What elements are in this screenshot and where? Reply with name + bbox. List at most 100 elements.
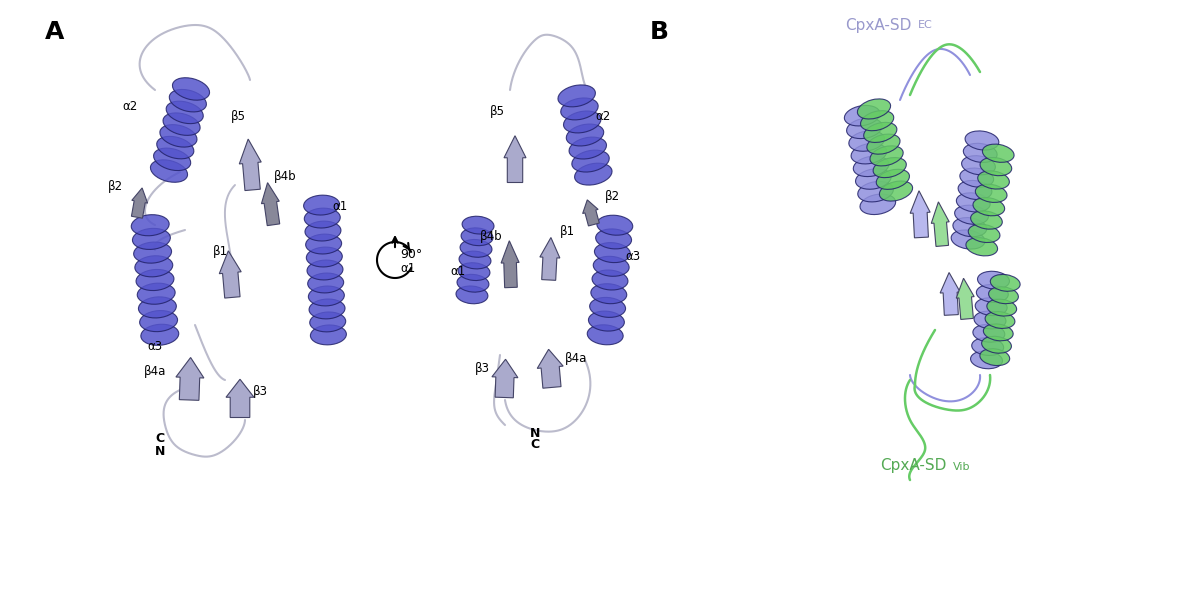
Ellipse shape bbox=[307, 273, 343, 293]
FancyArrow shape bbox=[176, 358, 204, 401]
Ellipse shape bbox=[974, 311, 1006, 329]
Ellipse shape bbox=[858, 99, 890, 119]
FancyArrow shape bbox=[226, 379, 254, 418]
Ellipse shape bbox=[587, 325, 623, 345]
Ellipse shape bbox=[866, 134, 900, 154]
Ellipse shape bbox=[870, 146, 904, 166]
Text: CpxA-SD: CpxA-SD bbox=[845, 18, 911, 33]
Ellipse shape bbox=[851, 143, 887, 164]
Ellipse shape bbox=[461, 228, 493, 245]
Ellipse shape bbox=[310, 299, 346, 319]
Text: α1: α1 bbox=[332, 200, 348, 213]
Ellipse shape bbox=[593, 256, 629, 276]
Ellipse shape bbox=[847, 118, 882, 139]
Ellipse shape bbox=[139, 310, 178, 332]
Text: β4a: β4a bbox=[565, 352, 587, 365]
Ellipse shape bbox=[166, 101, 203, 124]
Text: α2: α2 bbox=[595, 110, 611, 123]
Ellipse shape bbox=[858, 181, 893, 202]
Ellipse shape bbox=[860, 111, 894, 131]
Ellipse shape bbox=[134, 255, 173, 277]
Ellipse shape bbox=[596, 215, 632, 235]
Text: β5: β5 bbox=[490, 105, 505, 118]
Text: β1: β1 bbox=[212, 245, 228, 258]
Ellipse shape bbox=[955, 205, 989, 224]
Ellipse shape bbox=[990, 274, 1020, 291]
Ellipse shape bbox=[169, 90, 206, 112]
Ellipse shape bbox=[305, 208, 341, 228]
Text: β1: β1 bbox=[560, 225, 575, 238]
Text: N: N bbox=[530, 427, 540, 440]
Ellipse shape bbox=[845, 106, 880, 126]
Ellipse shape bbox=[456, 286, 488, 304]
Ellipse shape bbox=[976, 184, 1007, 202]
Ellipse shape bbox=[566, 124, 604, 146]
Text: β4b: β4b bbox=[480, 230, 503, 243]
Ellipse shape bbox=[154, 148, 191, 171]
Text: α3: α3 bbox=[148, 340, 162, 353]
FancyArrow shape bbox=[262, 183, 280, 225]
Text: β3: β3 bbox=[475, 362, 490, 375]
Ellipse shape bbox=[306, 234, 342, 254]
Text: α1: α1 bbox=[450, 265, 466, 278]
Text: β2: β2 bbox=[108, 180, 122, 193]
Ellipse shape bbox=[310, 312, 346, 332]
Text: 90°: 90° bbox=[400, 248, 422, 261]
Ellipse shape bbox=[973, 198, 1004, 216]
Ellipse shape bbox=[983, 324, 1013, 341]
Ellipse shape bbox=[595, 229, 631, 249]
Ellipse shape bbox=[874, 158, 906, 178]
Ellipse shape bbox=[569, 137, 606, 159]
Ellipse shape bbox=[978, 271, 1009, 289]
Ellipse shape bbox=[960, 168, 994, 187]
Text: C: C bbox=[156, 432, 164, 445]
Ellipse shape bbox=[308, 286, 344, 306]
Ellipse shape bbox=[457, 274, 488, 292]
Text: N: N bbox=[155, 445, 166, 458]
Ellipse shape bbox=[964, 143, 997, 162]
Ellipse shape bbox=[307, 260, 343, 280]
Text: β4a: β4a bbox=[144, 365, 166, 378]
Text: α1: α1 bbox=[400, 261, 415, 274]
Ellipse shape bbox=[965, 131, 998, 150]
Ellipse shape bbox=[961, 156, 995, 175]
Ellipse shape bbox=[462, 217, 494, 234]
FancyArrow shape bbox=[504, 136, 526, 182]
Text: EC: EC bbox=[918, 20, 932, 30]
Ellipse shape bbox=[953, 218, 986, 237]
Ellipse shape bbox=[304, 195, 340, 215]
Ellipse shape bbox=[989, 287, 1019, 304]
Ellipse shape bbox=[982, 336, 1012, 353]
Ellipse shape bbox=[876, 169, 910, 189]
Ellipse shape bbox=[976, 298, 1007, 316]
Ellipse shape bbox=[860, 194, 895, 215]
FancyArrow shape bbox=[910, 191, 930, 238]
Ellipse shape bbox=[150, 160, 187, 182]
FancyArrow shape bbox=[239, 139, 262, 191]
Ellipse shape bbox=[968, 224, 1000, 242]
FancyArrow shape bbox=[132, 188, 148, 218]
Text: β5: β5 bbox=[230, 110, 246, 123]
Ellipse shape bbox=[983, 144, 1014, 162]
Ellipse shape bbox=[572, 150, 610, 172]
Ellipse shape bbox=[978, 171, 1009, 189]
FancyArrow shape bbox=[220, 251, 241, 298]
Ellipse shape bbox=[980, 158, 1012, 176]
FancyArrow shape bbox=[956, 278, 974, 319]
Ellipse shape bbox=[856, 169, 892, 189]
Ellipse shape bbox=[564, 111, 601, 133]
FancyArrow shape bbox=[931, 202, 949, 247]
Ellipse shape bbox=[588, 311, 624, 331]
Text: Vib: Vib bbox=[953, 462, 971, 472]
Ellipse shape bbox=[853, 156, 889, 176]
Text: CpxA-SD: CpxA-SD bbox=[880, 458, 947, 473]
Ellipse shape bbox=[985, 312, 1015, 329]
Ellipse shape bbox=[966, 238, 997, 256]
Ellipse shape bbox=[138, 297, 176, 318]
Ellipse shape bbox=[157, 136, 194, 159]
Ellipse shape bbox=[173, 78, 210, 100]
Ellipse shape bbox=[311, 325, 347, 345]
Ellipse shape bbox=[140, 324, 179, 345]
Ellipse shape bbox=[137, 283, 175, 304]
Ellipse shape bbox=[592, 270, 628, 290]
